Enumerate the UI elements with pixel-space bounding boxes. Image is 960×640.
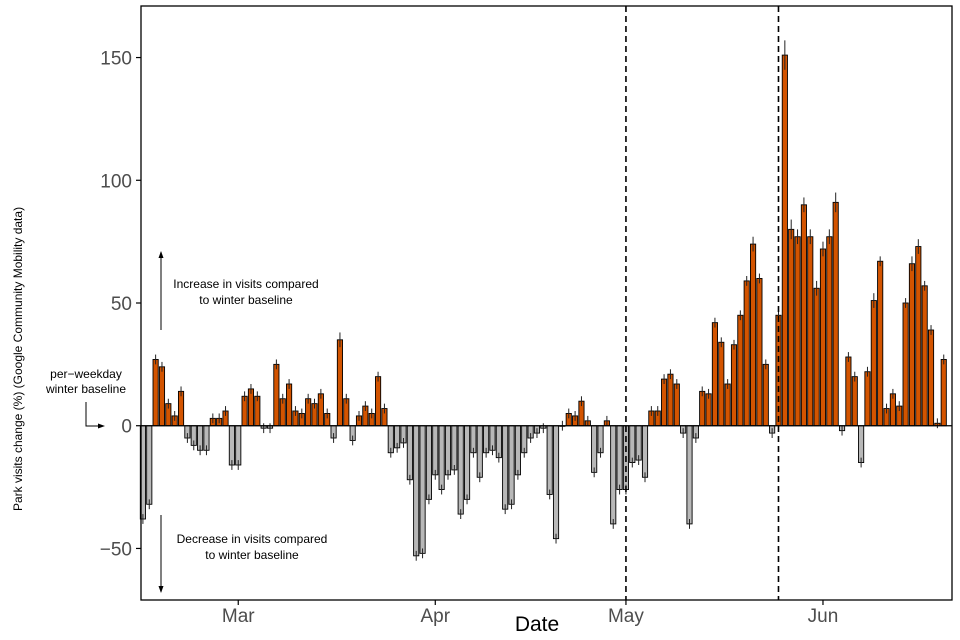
decrease-annotation-line1: Decrease in visits compared (177, 532, 328, 546)
bar-day-108 (826, 236, 833, 427)
x-tick-label-apr: Apr (420, 606, 450, 627)
bar-day-42 (406, 425, 413, 481)
bar-day-91 (718, 341, 725, 427)
bar-day-43 (413, 425, 420, 557)
bar-day-77 (629, 425, 636, 464)
bar-day-101 (781, 54, 788, 427)
bar-day-23 (286, 383, 293, 427)
bar-day-111 (845, 356, 852, 427)
vertical-reference-lines (625, 6, 780, 600)
bar-day-47 (438, 425, 445, 491)
bar-day-51 (464, 425, 471, 500)
bar-day-122 (915, 246, 922, 427)
bar-day-2 (152, 359, 159, 427)
y-tick-label-50: 50 (111, 294, 132, 315)
bar-day-6 (177, 390, 185, 427)
bar-day-105 (807, 236, 814, 427)
bar-day-84 (673, 383, 680, 427)
increase-arrow-head (158, 251, 164, 258)
bar-day-46 (432, 425, 439, 476)
bar-day-124 (927, 329, 935, 427)
bar-day-92 (724, 383, 731, 427)
x-axis: Mar Apr May Jun (222, 600, 838, 627)
baseline-annotation-line2: winter baseline (45, 382, 126, 396)
bar-day-37 (375, 376, 382, 427)
bar-day-116 (877, 260, 884, 427)
bar-day-94 (737, 314, 744, 427)
bar-day-71 (591, 425, 598, 473)
bar-day-112 (851, 376, 858, 427)
y-tick-label--50: −50 (100, 539, 132, 560)
bar-day-64 (546, 425, 553, 495)
increase-annotation-line1: Increase in visits compared (173, 277, 318, 291)
y-axis-title: Park visits change (%) (Google Community… (11, 207, 25, 511)
x-tick-label-may: May (608, 606, 644, 627)
bar-day-88 (699, 390, 706, 427)
bar-day-14 (228, 425, 235, 466)
bar-day-114 (864, 371, 871, 427)
bar-day-121 (908, 263, 916, 427)
bar-day-17 (247, 388, 255, 427)
bar-day-75 (616, 425, 623, 491)
bar-day-104 (800, 204, 807, 427)
bar-day-93 (730, 344, 738, 427)
bar-day-74 (610, 425, 617, 525)
bar-day-48 (444, 425, 452, 476)
bar-day-95 (743, 280, 750, 427)
bar-day-79 (641, 425, 649, 478)
bar-day-120 (902, 302, 909, 427)
y-axis: −50 0 50 100 150 (100, 49, 141, 560)
y-tick-label-100: 100 (100, 171, 132, 192)
bar-day-86 (686, 425, 693, 525)
y-tick-label-0: 0 (121, 417, 132, 438)
x-tick-label-mar: Mar (222, 606, 255, 627)
bar-day-58 (508, 425, 515, 505)
bar-day-103 (794, 236, 801, 427)
baseline-arrow-head (98, 423, 105, 429)
bar-day-49 (451, 425, 458, 471)
bar-day-126 (940, 359, 947, 427)
bar-day-96 (750, 243, 757, 427)
bar-day-115 (870, 300, 877, 427)
bar-day-83 (667, 373, 674, 427)
bar-day-78 (635, 425, 642, 461)
x-axis-title: Date (515, 613, 559, 636)
bar-day-82 (661, 378, 668, 427)
bar-day-102 (788, 228, 795, 427)
increase-annotation-line2: to winter baseline (199, 293, 293, 307)
bar-day-45 (425, 425, 432, 500)
bar-day-50 (457, 425, 464, 515)
bar-day-107 (819, 248, 827, 427)
bar-day-31 (336, 339, 343, 427)
bar-day-3 (158, 366, 166, 427)
decrease-arrow-head (158, 586, 164, 593)
bar-day-15 (235, 425, 242, 466)
bar-day-113 (858, 425, 865, 464)
baseline-arrow (85, 402, 103, 427)
decrease-annotation-line2: to winter baseline (205, 548, 299, 562)
bar-day-57 (502, 425, 509, 510)
baseline-annotation-line1: per−weekday (50, 367, 122, 381)
bar-day-106 (813, 287, 820, 427)
bar-day-21 (273, 363, 280, 427)
bar-day-97 (756, 278, 763, 427)
bar-day-65 (552, 425, 560, 540)
bar-day-98 (762, 363, 769, 427)
bar-day-44 (419, 425, 426, 554)
bar-day-109 (832, 201, 839, 427)
error-bars-group (142, 40, 945, 561)
x-tick-label-jun: Jun (808, 606, 839, 627)
bar-day-59 (514, 425, 521, 476)
bar-day-1 (146, 425, 153, 505)
y-tick-label-150: 150 (100, 49, 132, 70)
bar-day-123 (921, 285, 928, 427)
bar-day-53 (476, 425, 483, 478)
bar-day-90 (711, 322, 718, 427)
